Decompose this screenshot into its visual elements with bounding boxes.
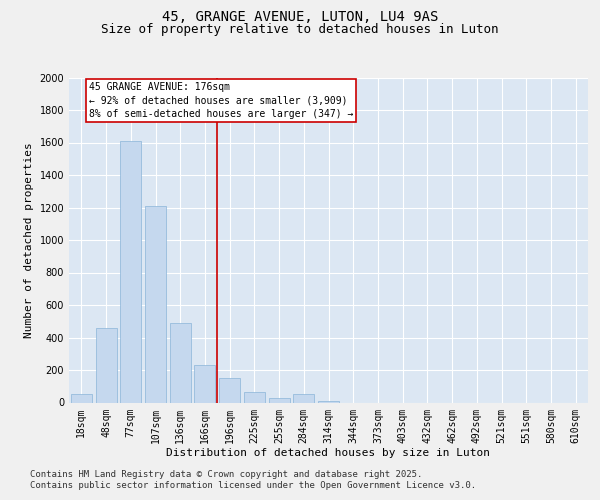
Bar [95, 328, 116, 402]
Bar [145, 206, 166, 402]
Y-axis label: Number of detached properties: Number of detached properties [24, 142, 34, 338]
Bar [170, 323, 191, 402]
Text: Contains public sector information licensed under the Open Government Licence v3: Contains public sector information licen… [30, 481, 476, 490]
Text: 45, GRANGE AVENUE, LUTON, LU4 9AS: 45, GRANGE AVENUE, LUTON, LU4 9AS [162, 10, 438, 24]
Text: 45 GRANGE AVENUE: 176sqm
← 92% of detached houses are smaller (3,909)
8% of semi: 45 GRANGE AVENUE: 176sqm ← 92% of detach… [89, 82, 353, 119]
Bar [219, 378, 240, 402]
Bar [194, 365, 215, 403]
Bar [244, 392, 265, 402]
Bar [293, 394, 314, 402]
Bar [318, 401, 339, 402]
Text: Size of property relative to detached houses in Luton: Size of property relative to detached ho… [101, 22, 499, 36]
Bar [269, 398, 290, 402]
Bar [71, 394, 92, 402]
X-axis label: Distribution of detached houses by size in Luton: Distribution of detached houses by size … [167, 448, 491, 458]
Text: Contains HM Land Registry data © Crown copyright and database right 2025.: Contains HM Land Registry data © Crown c… [30, 470, 422, 479]
Bar [120, 141, 141, 403]
